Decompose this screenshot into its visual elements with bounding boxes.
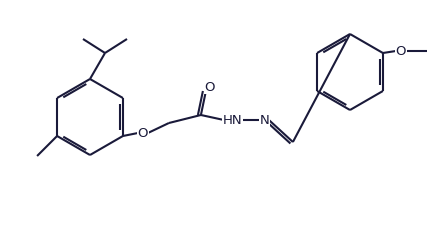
Text: O: O <box>137 126 148 140</box>
Text: O: O <box>204 81 215 94</box>
Text: HN: HN <box>223 114 242 126</box>
Text: O: O <box>395 44 405 58</box>
Text: N: N <box>260 114 269 126</box>
